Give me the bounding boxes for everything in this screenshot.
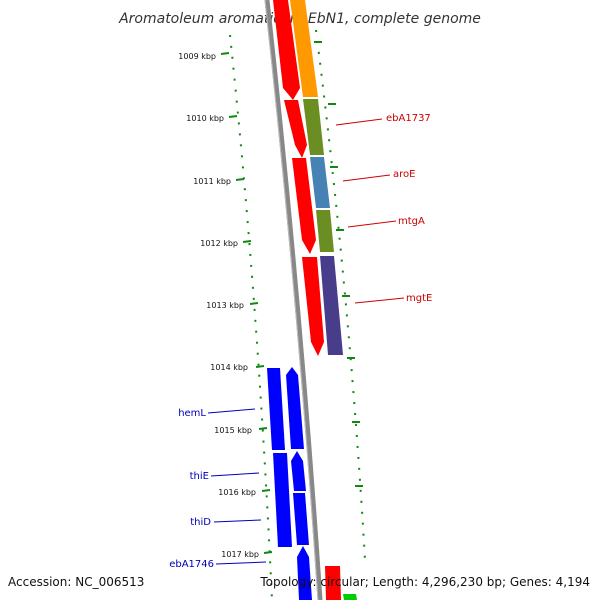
- cog-feature[interactable]: [316, 210, 334, 252]
- cds-feature[interactable]: [284, 100, 307, 158]
- tick-label: 1015 kbp: [214, 426, 252, 435]
- cog-feature[interactable]: [290, 0, 318, 97]
- cds-reverse-track: [267, 367, 312, 600]
- cds-feature[interactable]: [297, 546, 312, 600]
- cog-feature[interactable]: [320, 256, 343, 355]
- cog-track: [290, 0, 357, 600]
- cog-feature[interactable]: [310, 157, 330, 208]
- cds-feature[interactable]: [273, 453, 292, 547]
- tick-label: 1012 kbp: [200, 239, 238, 248]
- gene-label[interactable]: hemL: [178, 408, 206, 419]
- tick-marks: [220, 52, 273, 554]
- label-leaders-reverse: [207, 408, 267, 565]
- tick-label: 1013 kbp: [206, 301, 244, 310]
- cog-feature[interactable]: [303, 99, 324, 155]
- cds-feature[interactable]: [273, 0, 300, 100]
- left-dotted-track: [229, 34, 273, 600]
- topology-text: Topology: circular; Length: 4,296,230 bp…: [259, 575, 590, 589]
- gene-label[interactable]: ebA1737: [386, 113, 431, 124]
- genome-backbone: [264, 0, 323, 600]
- tick-label: 1010 kbp: [186, 114, 224, 123]
- cds-feature[interactable]: [293, 493, 309, 545]
- cog-feature[interactable]: [343, 594, 357, 600]
- cds-feature[interactable]: [325, 566, 341, 600]
- cds-feature[interactable]: [291, 451, 306, 491]
- label-leaders-forward: [335, 118, 405, 304]
- gene-label[interactable]: mtgA: [398, 216, 425, 227]
- gene-label[interactable]: thiE: [190, 471, 209, 482]
- tick-label: 1009 kbp: [178, 52, 216, 61]
- cds-feature[interactable]: [302, 257, 324, 356]
- tick-label: 1016 kbp: [218, 488, 256, 497]
- gene-label[interactable]: aroE: [393, 169, 415, 180]
- cds-feature[interactable]: [292, 158, 316, 254]
- cds-feature[interactable]: [286, 367, 304, 449]
- gene-label[interactable]: mgtE: [406, 293, 432, 304]
- tick-label: 1014 kbp: [210, 363, 248, 372]
- cds-forward-track: [273, 0, 341, 600]
- tick-label: 1017 kbp: [221, 550, 259, 559]
- tick-label: 1011 kbp: [193, 177, 231, 186]
- right-tick-marks: [314, 41, 363, 487]
- cds-feature[interactable]: [267, 368, 285, 450]
- gene-label[interactable]: ebA1746: [169, 559, 214, 570]
- accession-text: Accession: NC_006513: [8, 575, 144, 589]
- gene-label[interactable]: thiD: [190, 517, 211, 528]
